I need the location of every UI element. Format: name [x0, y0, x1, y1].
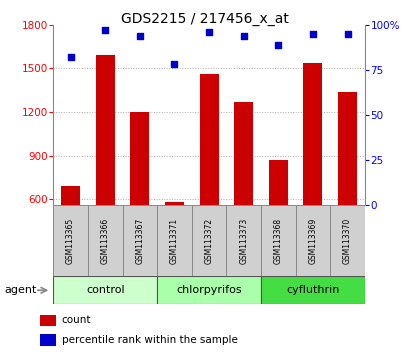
Text: GSM113373: GSM113373 [238, 218, 247, 264]
Text: GSM113372: GSM113372 [204, 218, 213, 264]
Bar [40, 334, 56, 346]
Text: cyfluthrin: cyfluthrin [285, 285, 339, 295]
Bar [88, 205, 122, 276]
Bar [157, 276, 261, 304]
Bar [337, 92, 356, 205]
Text: GSM113368: GSM113368 [273, 218, 282, 264]
Bar [234, 102, 253, 205]
Text: GSM113367: GSM113367 [135, 218, 144, 264]
Point [136, 33, 143, 39]
Bar [95, 55, 115, 205]
Point [309, 31, 315, 37]
Point [240, 33, 246, 39]
Bar [295, 205, 330, 276]
Bar [268, 160, 287, 205]
Text: agent: agent [4, 285, 36, 295]
Text: GSM113366: GSM113366 [101, 218, 110, 264]
Bar [226, 205, 261, 276]
Text: percentile rank within the sample: percentile rank within the sample [61, 335, 237, 345]
Point [205, 29, 212, 35]
Point [102, 27, 108, 33]
Point [67, 55, 74, 60]
Bar [53, 276, 157, 304]
Bar [330, 205, 364, 276]
Bar [164, 202, 184, 205]
Bar [261, 276, 364, 304]
Bar [40, 315, 56, 326]
Bar [53, 205, 88, 276]
Text: GSM113365: GSM113365 [66, 218, 75, 264]
Bar [157, 205, 191, 276]
Bar [61, 187, 80, 205]
Text: count: count [61, 315, 91, 325]
Bar [191, 205, 226, 276]
Bar [122, 205, 157, 276]
Point [344, 31, 350, 37]
Bar [199, 74, 218, 205]
Text: GSM113369: GSM113369 [308, 218, 317, 264]
Point [274, 42, 281, 47]
Bar [261, 205, 295, 276]
Point [171, 62, 178, 67]
Text: GSM113371: GSM113371 [170, 218, 179, 264]
Text: chlorpyrifos: chlorpyrifos [176, 285, 241, 295]
Text: GDS2215 / 217456_x_at: GDS2215 / 217456_x_at [121, 12, 288, 27]
Bar [130, 112, 149, 205]
Text: control: control [86, 285, 124, 295]
Bar [303, 63, 322, 205]
Text: GSM113370: GSM113370 [342, 218, 351, 264]
